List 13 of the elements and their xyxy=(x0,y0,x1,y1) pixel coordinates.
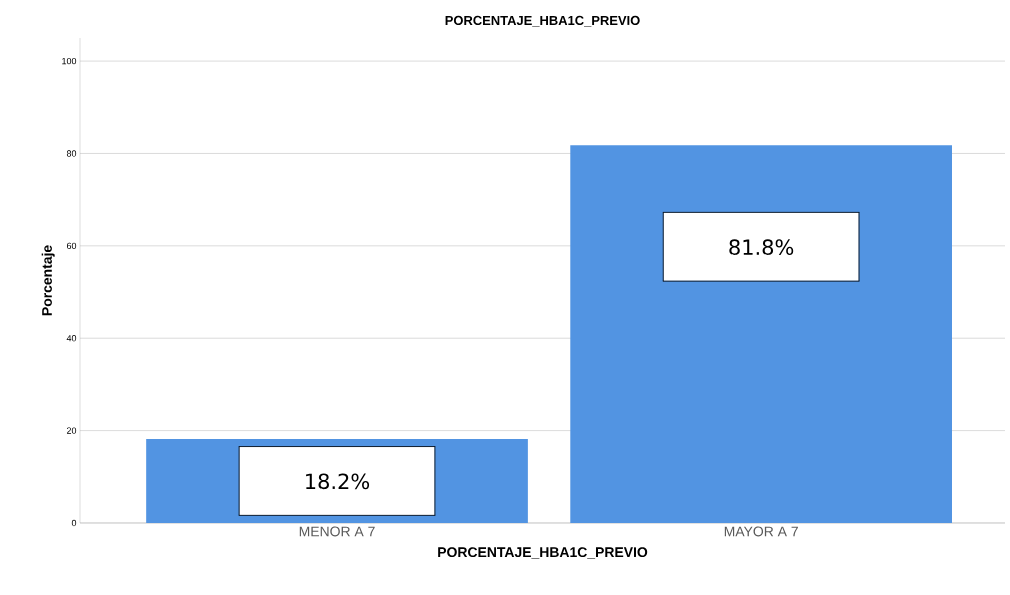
x-axis-title: PORCENTAJE_HBA1C_PREVIO xyxy=(438,547,648,559)
y-tick-label: 40 xyxy=(66,335,77,342)
y-tick-label: 60 xyxy=(66,242,77,250)
y-axis-title: Porcentaje xyxy=(41,245,55,316)
y-tick-label: 80 xyxy=(66,150,77,157)
data-label: 81.8% xyxy=(729,239,794,256)
chart-title: PORCENTAJE_HBA1C_PREVIO xyxy=(445,15,640,27)
y-tick-label: 0 xyxy=(71,519,77,527)
y-tick-label: 20 xyxy=(66,427,77,434)
x-tick-label: MENOR A 7 xyxy=(299,526,375,537)
y-tick-label: 100 xyxy=(62,57,77,65)
data-label: 18.2% xyxy=(306,473,370,490)
x-tick-label: MAYOR A 7 xyxy=(724,526,798,537)
